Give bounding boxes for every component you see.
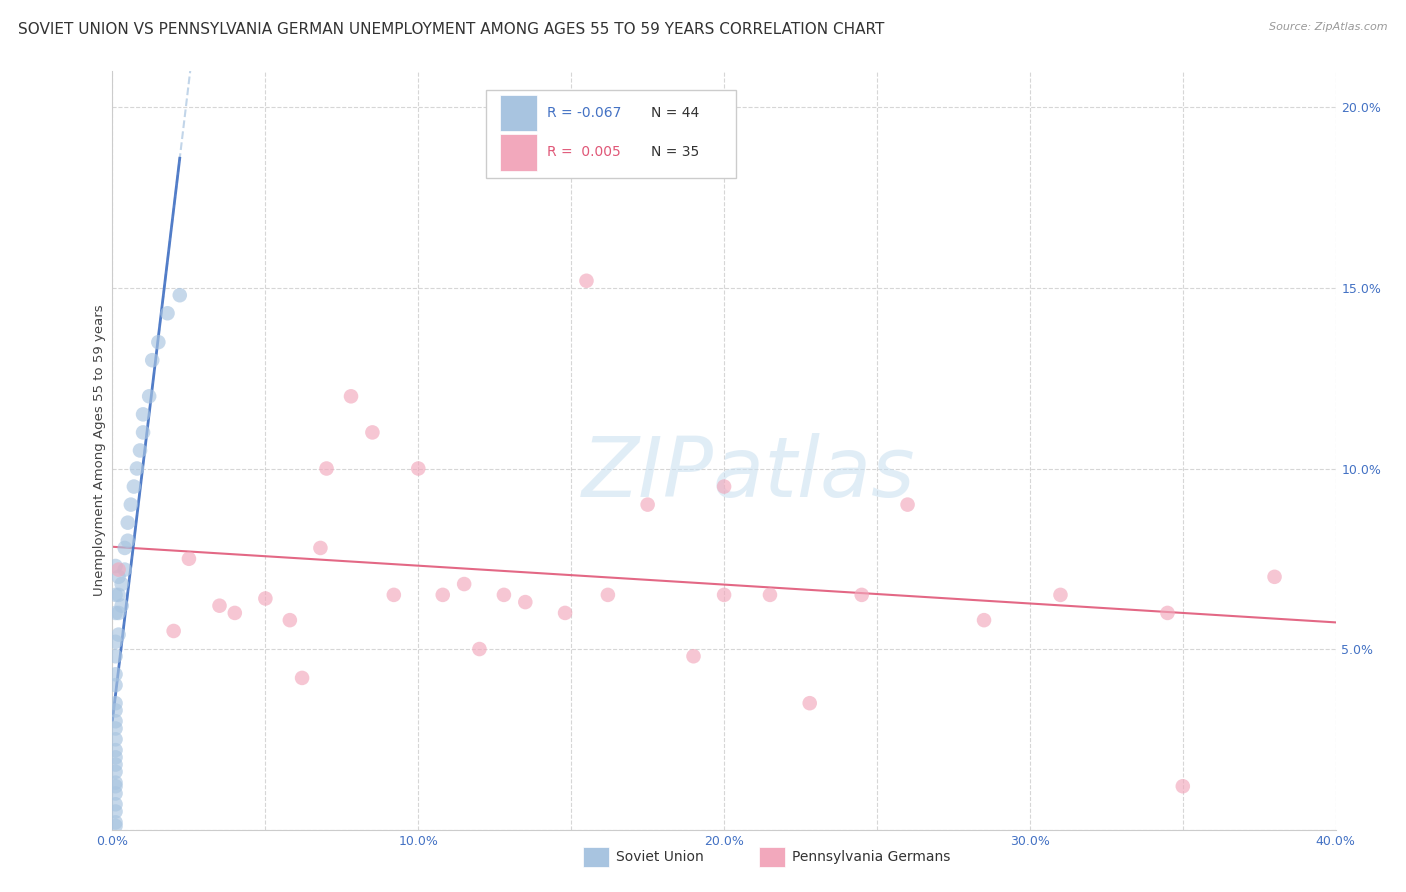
Point <box>104 559 127 574</box>
FancyBboxPatch shape <box>501 95 537 131</box>
Point <box>163 624 186 638</box>
Point <box>104 757 127 772</box>
Point <box>1049 588 1071 602</box>
Point <box>713 588 735 602</box>
Point <box>432 588 454 602</box>
Point <box>104 703 127 717</box>
Point <box>114 563 136 577</box>
Point <box>1264 570 1286 584</box>
Point <box>208 599 231 613</box>
Point <box>107 588 129 602</box>
Point <box>129 443 152 458</box>
Point <box>799 696 821 710</box>
Point <box>104 815 127 830</box>
Point <box>554 606 576 620</box>
Text: N = 44: N = 44 <box>651 106 699 120</box>
Y-axis label: Unemployment Among Ages 55 to 59 years: Unemployment Among Ages 55 to 59 years <box>93 305 105 596</box>
Point <box>382 588 405 602</box>
Text: Soviet Union: Soviet Union <box>616 850 703 864</box>
Point <box>104 667 127 681</box>
Text: Pennsylvania Germans: Pennsylvania Germans <box>792 850 950 864</box>
Point <box>148 335 170 350</box>
Text: R = -0.067: R = -0.067 <box>547 106 621 120</box>
Point <box>141 353 163 368</box>
Point <box>637 498 659 512</box>
Point <box>114 541 136 555</box>
Point <box>117 533 139 548</box>
Point <box>104 606 127 620</box>
Point <box>1156 606 1178 620</box>
Point <box>132 408 155 422</box>
Point <box>107 563 129 577</box>
Point <box>104 797 127 812</box>
Point <box>125 461 148 475</box>
Point <box>107 606 129 620</box>
Point <box>111 599 134 613</box>
Point <box>104 779 127 793</box>
Point <box>224 606 246 620</box>
Point <box>315 461 337 475</box>
Point <box>169 288 191 302</box>
Point <box>138 389 160 403</box>
Point <box>104 743 127 757</box>
Point <box>468 642 491 657</box>
Text: ZIPatlas: ZIPatlas <box>582 433 915 514</box>
Point <box>254 591 277 606</box>
Point <box>104 678 127 692</box>
Point <box>111 577 134 591</box>
Point <box>104 714 127 729</box>
Point <box>713 479 735 493</box>
Point <box>515 595 537 609</box>
Text: SOVIET UNION VS PENNSYLVANIA GERMAN UNEMPLOYMENT AMONG AGES 55 TO 59 YEARS CORRE: SOVIET UNION VS PENNSYLVANIA GERMAN UNEM… <box>18 22 884 37</box>
Point <box>104 635 127 649</box>
Point <box>682 649 704 664</box>
Text: Source: ZipAtlas.com: Source: ZipAtlas.com <box>1270 22 1388 32</box>
Point <box>132 425 155 440</box>
Point <box>104 649 127 664</box>
Point <box>408 461 430 475</box>
FancyBboxPatch shape <box>485 90 737 178</box>
Point <box>122 479 145 493</box>
Point <box>104 819 127 833</box>
Point <box>177 551 200 566</box>
Point <box>104 696 127 710</box>
Point <box>575 274 598 288</box>
Point <box>851 588 873 602</box>
Point <box>120 498 142 512</box>
Point <box>104 787 127 801</box>
Point <box>291 671 314 685</box>
Point <box>596 588 619 602</box>
Point <box>104 750 127 764</box>
Point <box>340 389 363 403</box>
Point <box>104 775 127 789</box>
Point <box>492 588 515 602</box>
Point <box>1171 779 1194 793</box>
Point <box>107 570 129 584</box>
Point <box>117 516 139 530</box>
Point <box>973 613 995 627</box>
Point <box>104 722 127 736</box>
Point <box>104 588 127 602</box>
Point <box>309 541 332 555</box>
Point <box>278 613 301 627</box>
Point <box>104 732 127 747</box>
Text: N = 35: N = 35 <box>651 145 699 160</box>
Point <box>107 627 129 641</box>
Point <box>453 577 475 591</box>
Point <box>897 498 920 512</box>
Point <box>361 425 384 440</box>
FancyBboxPatch shape <box>501 135 537 170</box>
Point <box>156 306 179 320</box>
Point <box>104 764 127 779</box>
Point <box>104 805 127 819</box>
Text: R =  0.005: R = 0.005 <box>547 145 620 160</box>
Point <box>759 588 782 602</box>
